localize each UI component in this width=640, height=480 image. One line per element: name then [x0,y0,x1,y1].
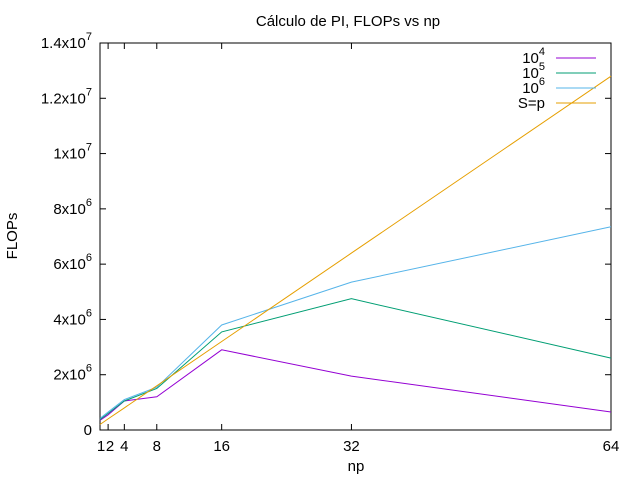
y-tick-mantissa: 6x10 [53,256,86,273]
x-tick-label: 1 [97,438,105,455]
y-tick-mantissa: 4x10 [53,311,86,328]
x-tick-label: 64 [603,438,620,455]
y-tick-mantissa: 1.2x10 [41,90,86,107]
x-axis: 1 2 4 8 16 32 64 [97,43,620,455]
y-tick-label: 2x106 [53,363,92,384]
y-tick-label: 4x106 [53,307,92,328]
y-tick-exponent: 7 [86,142,92,154]
x-tick-label: 16 [213,438,230,455]
series-lines [99,75,612,425]
legend-label-base: 10 [522,50,539,67]
legend-label-exponent: 6 [539,76,545,88]
y-tick-label: 1.4x107 [41,31,92,52]
y-tick-exponent: 6 [86,363,92,375]
series-line-1 [99,298,612,420]
y-tick-mantissa: 1.4x10 [41,35,86,52]
y-tick-label: 6x106 [53,252,92,273]
legend-label-base: 10 [522,65,539,82]
legend-label-base: S=p [518,95,545,112]
y-tick-exponent: 7 [86,31,92,43]
y-tick-exponent: 6 [86,197,92,209]
y-tick-exponent: 6 [86,252,92,264]
x-tick-label: 32 [343,438,360,455]
y-tick-label: 0 [84,422,92,439]
legend-label-2: 106 [522,76,545,97]
y-tick-exponent: 6 [86,307,92,319]
chart-title: Cálculo de PI, FLOPs vs np [256,13,440,30]
legend-label-1: 105 [522,61,545,82]
y-axis-label: FLOPs [4,213,21,260]
plot-frame [99,42,612,431]
series-line-2 [99,226,612,419]
legend-label-3: S=p [518,95,545,112]
y-tick-label: 1x107 [53,142,92,163]
y-tick-mantissa: 0 [84,422,92,439]
series-line-3 [99,75,612,425]
y-tick-mantissa: 2x10 [53,367,86,384]
x-tick-label: 4 [120,438,128,455]
y-tick-mantissa: 8x10 [53,201,86,218]
legend-label-exponent: 4 [539,46,545,58]
legend-label-0: 104 [522,46,545,67]
x-tick-label: 8 [153,438,161,455]
series-line-0 [99,349,612,421]
legend-label-exponent: 5 [539,61,545,73]
legend-label-base: 10 [522,80,539,97]
y-tick-mantissa: 1x10 [53,146,86,163]
x-tick-label: 2 [106,438,114,455]
x-axis-label: np [348,458,365,475]
y-tick-exponent: 7 [86,86,92,98]
y-tick-label: 1.2x107 [41,86,92,107]
y-tick-label: 8x106 [53,197,92,218]
